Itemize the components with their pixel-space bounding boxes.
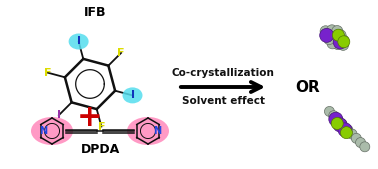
Circle shape <box>360 142 370 152</box>
Circle shape <box>329 111 339 121</box>
Text: F: F <box>44 68 51 78</box>
Circle shape <box>332 29 344 41</box>
Text: N: N <box>39 126 47 136</box>
Text: N: N <box>153 126 161 136</box>
Text: I: I <box>77 37 81 46</box>
Text: Solvent effect: Solvent effect <box>181 96 265 106</box>
Text: I: I <box>57 110 61 120</box>
Circle shape <box>331 117 343 129</box>
Circle shape <box>341 127 352 139</box>
Circle shape <box>343 125 353 135</box>
Circle shape <box>338 35 349 46</box>
Circle shape <box>320 26 331 37</box>
Text: +: + <box>77 103 103 131</box>
Circle shape <box>337 119 347 129</box>
Circle shape <box>356 138 366 148</box>
Ellipse shape <box>127 117 169 145</box>
Ellipse shape <box>122 87 143 103</box>
Circle shape <box>333 118 347 132</box>
Text: I: I <box>130 90 135 100</box>
Circle shape <box>327 38 338 49</box>
Circle shape <box>324 106 335 116</box>
Circle shape <box>338 36 350 48</box>
Circle shape <box>347 129 357 139</box>
Text: F: F <box>117 48 125 58</box>
Circle shape <box>338 39 349 50</box>
Text: IFB: IFB <box>84 6 106 19</box>
Circle shape <box>333 35 347 49</box>
Circle shape <box>327 25 338 36</box>
Circle shape <box>332 39 343 50</box>
Circle shape <box>338 123 352 137</box>
Circle shape <box>335 30 346 41</box>
Ellipse shape <box>31 117 73 145</box>
Ellipse shape <box>69 33 88 50</box>
Circle shape <box>351 133 361 143</box>
Circle shape <box>332 26 343 37</box>
Circle shape <box>329 112 343 126</box>
Text: OR: OR <box>296 79 321 94</box>
Circle shape <box>324 34 335 45</box>
Circle shape <box>333 115 343 125</box>
Text: DPDA: DPDA <box>81 143 119 156</box>
Text: Co-crystallization: Co-crystallization <box>172 68 274 78</box>
Text: F: F <box>98 122 105 131</box>
Circle shape <box>320 28 334 42</box>
